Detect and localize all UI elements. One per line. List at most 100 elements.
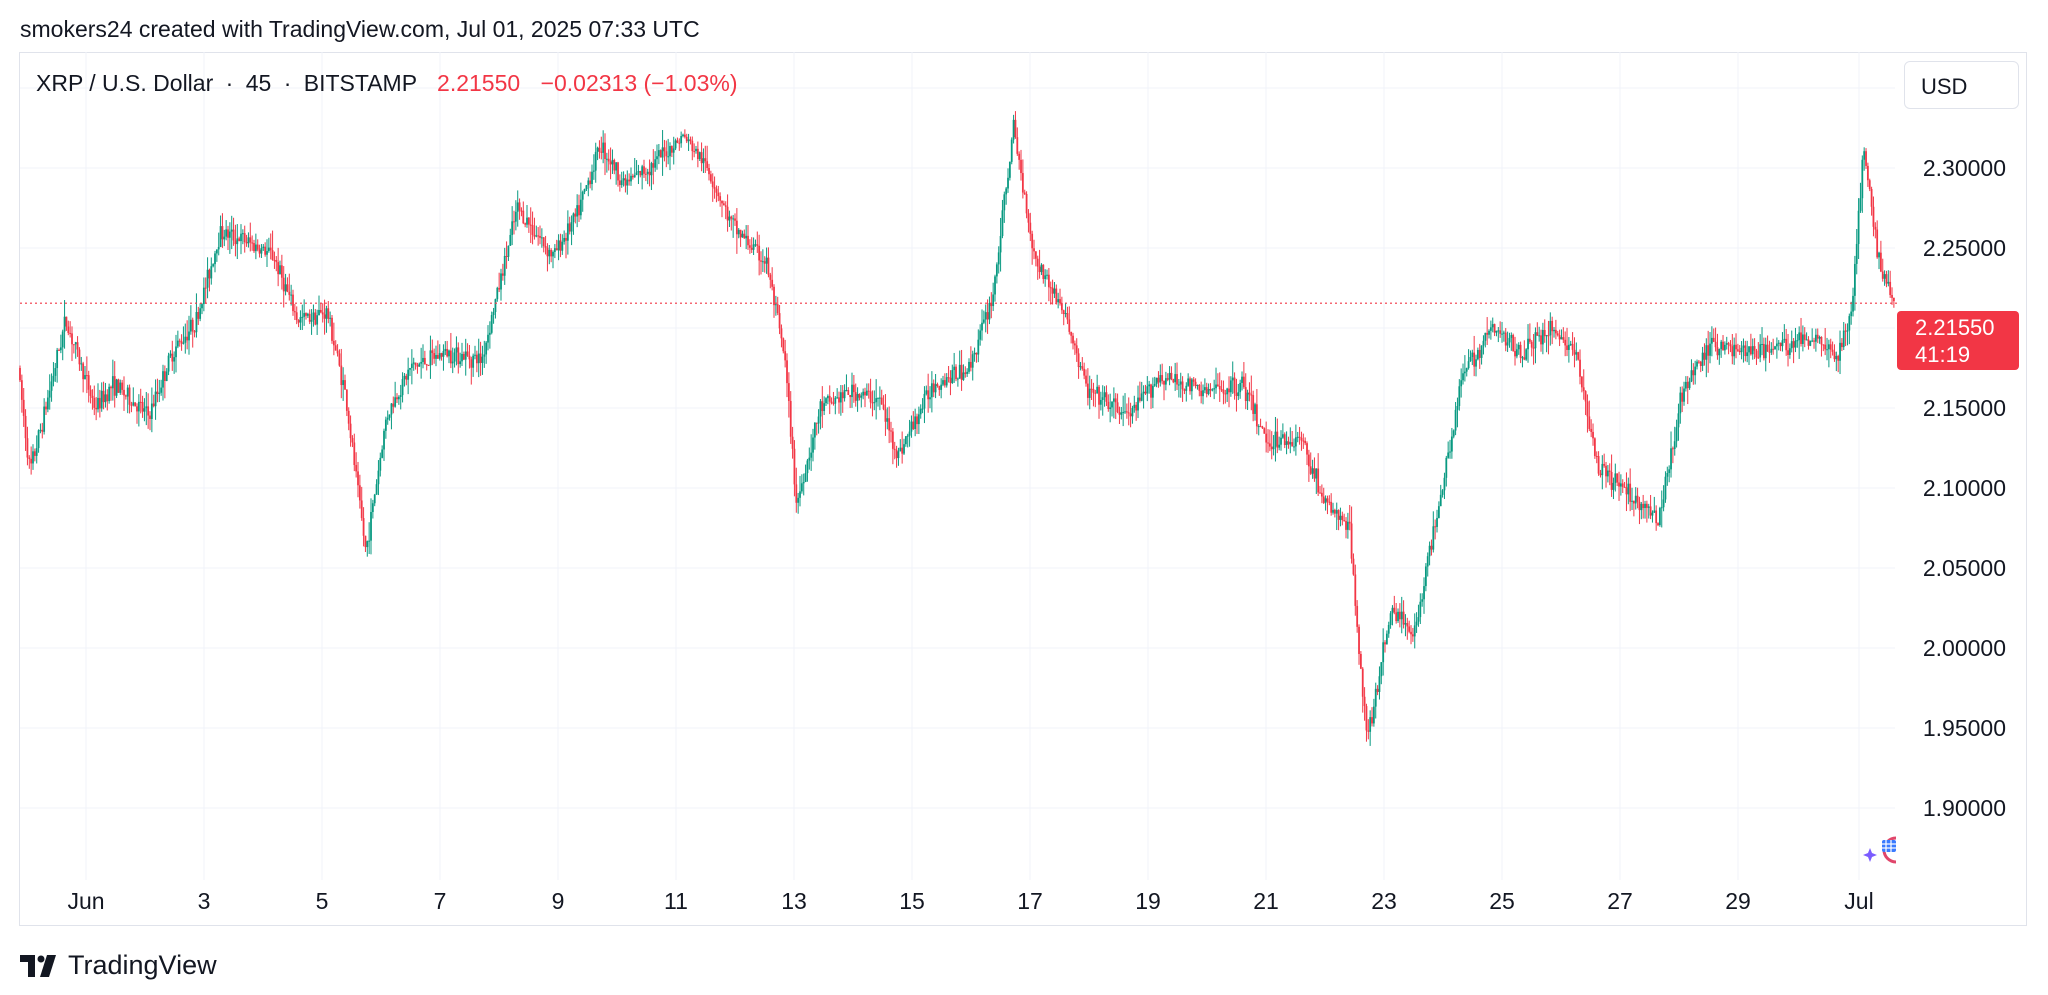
candle-body <box>644 173 647 175</box>
candle-body <box>1086 383 1089 398</box>
candle-body <box>472 355 475 368</box>
candle-body <box>977 339 980 355</box>
candle-body <box>1488 330 1490 335</box>
interval-label[interactable]: 45 <box>245 70 272 96</box>
candle-body <box>1590 428 1593 432</box>
candle-body <box>1839 342 1841 361</box>
candle-body <box>566 223 569 241</box>
candle-body <box>1627 483 1630 495</box>
candle-body <box>1664 476 1667 500</box>
candle-body <box>494 299 497 313</box>
candle-body <box>1480 345 1483 358</box>
candle-body <box>1668 469 1671 473</box>
candle-body <box>442 351 445 357</box>
candle-body <box>453 352 456 362</box>
candle-body <box>1462 373 1464 381</box>
candle-body <box>431 350 434 354</box>
candle-body <box>1586 401 1589 417</box>
y-tick-label: 2.30000 <box>1923 155 2006 181</box>
candle-body <box>1868 180 1871 190</box>
candle-body <box>1696 361 1698 367</box>
candle-body <box>1259 426 1262 428</box>
candle-body <box>999 235 1002 253</box>
candle-body <box>308 313 311 322</box>
candle-body <box>635 172 638 176</box>
candle-body <box>1736 349 1739 351</box>
candle-body <box>1534 332 1537 349</box>
candle-body <box>1735 344 1737 350</box>
candle-body <box>279 265 281 275</box>
symbol-name[interactable]: XRP / U.S. Dollar <box>36 70 214 96</box>
candle-body <box>994 276 996 295</box>
candle-body <box>1662 499 1665 508</box>
x-tick-label: 13 <box>781 888 807 914</box>
x-tick-label: 23 <box>1371 888 1397 914</box>
candle-body <box>1671 448 1674 450</box>
candle-body <box>282 277 285 292</box>
candle-body <box>384 419 387 431</box>
ai-assistant-icon[interactable] <box>1862 826 1898 866</box>
candle-body <box>189 319 192 332</box>
candle-body <box>1501 333 1503 335</box>
candle-body <box>1081 366 1084 369</box>
candle-body <box>1049 287 1052 289</box>
candle-body <box>1891 294 1893 298</box>
candle-body <box>1800 332 1802 344</box>
candle-body <box>485 342 488 355</box>
candle-body <box>80 363 83 365</box>
candle-body <box>1127 412 1130 414</box>
tradingview-brand[interactable]: TradingView <box>20 950 217 981</box>
candle-body <box>1088 388 1091 398</box>
candle-body <box>310 319 313 322</box>
candle-body <box>141 402 144 412</box>
candle-body <box>176 340 179 347</box>
candle-body <box>1519 344 1522 358</box>
candle-body <box>1443 477 1446 491</box>
candle-body <box>1595 455 1598 457</box>
candle-body <box>704 158 707 162</box>
candle-body <box>1688 381 1691 389</box>
candle-body <box>1809 340 1812 346</box>
candle-body <box>1441 490 1444 495</box>
candle-body <box>234 240 237 245</box>
candle-body <box>1280 437 1282 445</box>
candle-body <box>386 417 389 420</box>
candle-body <box>1064 313 1067 315</box>
candle-body <box>1881 271 1884 279</box>
candle-body <box>1098 386 1100 405</box>
candle-body <box>1402 611 1405 625</box>
candle-body <box>1237 392 1240 397</box>
currency-button[interactable]: USD <box>1904 61 2019 109</box>
candle-body <box>845 390 848 392</box>
candle-body <box>537 235 540 237</box>
candle-body <box>1764 344 1767 359</box>
candle-body <box>955 366 957 380</box>
candle-body <box>1476 349 1479 360</box>
candle-body <box>1014 119 1017 138</box>
candle-body <box>962 372 965 380</box>
candle-body <box>1302 440 1305 442</box>
candle-body <box>943 380 946 386</box>
candle-body <box>622 178 625 181</box>
candle-body <box>1096 386 1099 393</box>
candle-body <box>737 229 740 235</box>
x-tick-label: 7 <box>434 888 447 914</box>
candle-body <box>1118 412 1121 415</box>
candle-body <box>1714 341 1717 348</box>
candle-body <box>500 273 502 290</box>
candle-body <box>245 242 248 244</box>
candle-body <box>180 341 183 344</box>
candle-body <box>1417 617 1420 622</box>
candle-body <box>1458 386 1461 406</box>
candle-body <box>1489 327 1492 331</box>
candle-body <box>1579 359 1581 377</box>
candle-body <box>269 247 272 251</box>
candle-body <box>511 221 514 235</box>
candle-body <box>689 139 692 141</box>
candle-body <box>929 397 931 400</box>
candle-body <box>169 353 172 356</box>
candle-body <box>416 365 419 367</box>
candle-body <box>163 371 166 382</box>
candle-body <box>43 406 46 432</box>
